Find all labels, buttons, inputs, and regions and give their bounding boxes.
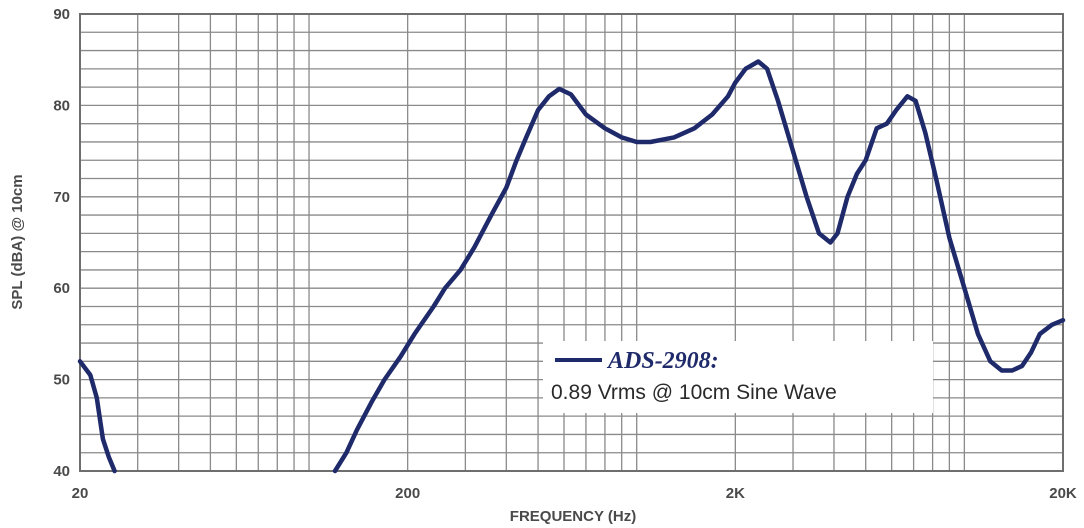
- y-tick-label: 70: [53, 189, 70, 206]
- legend: ADS-2908: 0.89 Vrms @ 10cm Sine Wave: [543, 341, 933, 413]
- plot-frame: [79, 13, 1064, 472]
- x-tick-label: 200: [395, 485, 420, 502]
- y-tick-label: 90: [53, 6, 70, 23]
- y-axis-title: SPL (dBA) @ 10cm: [9, 174, 26, 309]
- y-tick-label: 40: [53, 463, 70, 480]
- x-tick-label: 2K: [726, 485, 745, 502]
- y-tick-labels: 40 50 60 70 80 90: [53, 6, 70, 480]
- x-tick-label: 20: [72, 485, 89, 502]
- x-tick-label: 20K: [1049, 485, 1077, 502]
- legend-box: [543, 341, 933, 413]
- y-tick-label: 80: [53, 97, 70, 114]
- x-axis-title: FREQUENCY (Hz): [510, 508, 636, 525]
- series-line: [332, 59, 1066, 474]
- legend-series-name: ADS-2908:: [606, 348, 719, 374]
- y-tick-label: 50: [53, 372, 70, 389]
- y-tick-label: 60: [53, 280, 70, 297]
- x-tick-labels: 20 200 2K 20K: [72, 485, 1077, 502]
- legend-description: 0.89 Vrms @ 10cm Sine Wave: [551, 381, 837, 404]
- series-line: [77, 359, 117, 474]
- series-layer: [77, 59, 1066, 474]
